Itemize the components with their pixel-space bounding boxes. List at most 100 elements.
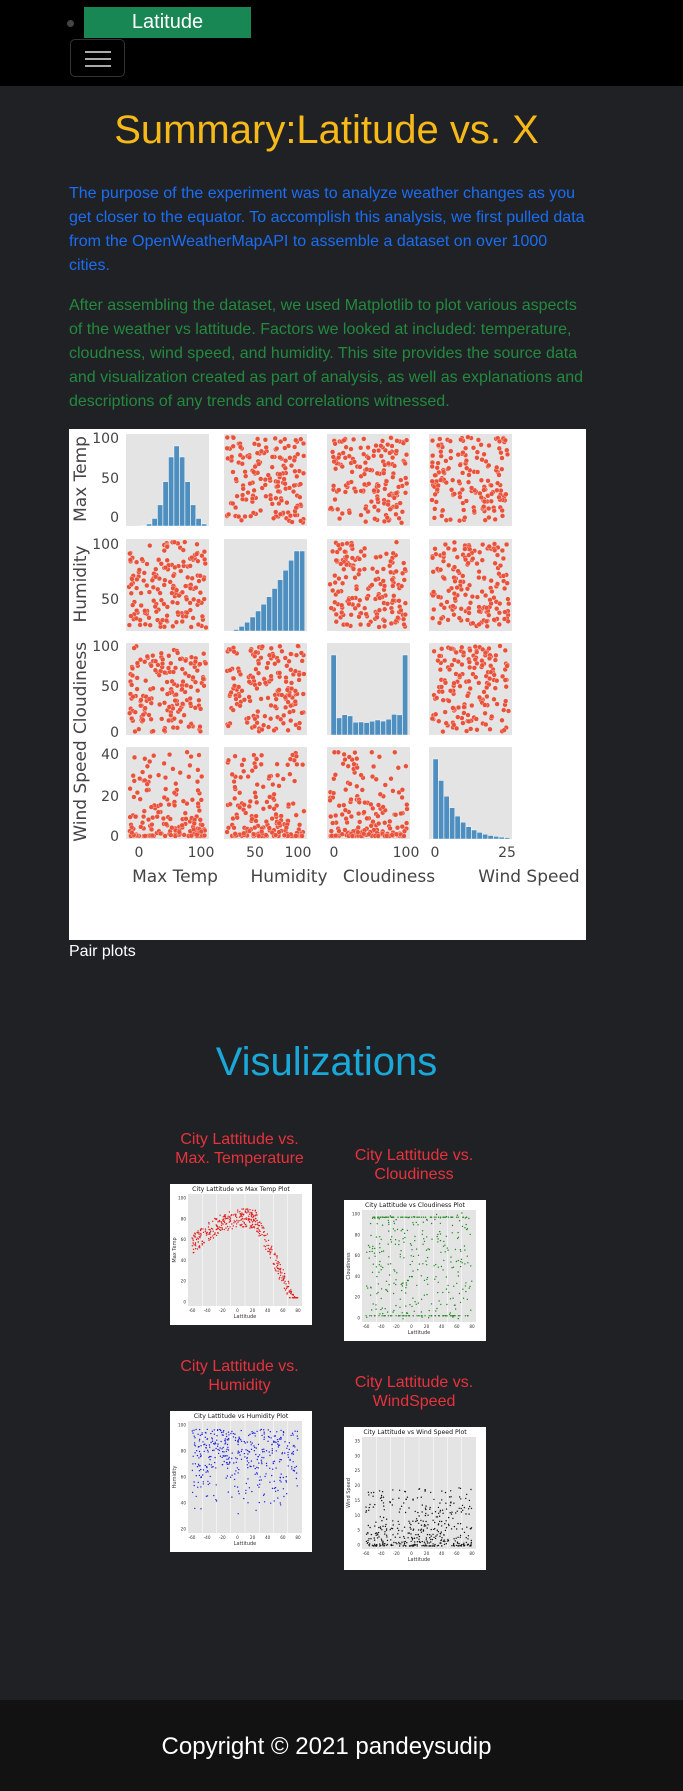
xtick-label: -20 [393, 1324, 400, 1329]
xtick-label: 40 [265, 1535, 271, 1540]
ylabel: Cloudiness [346, 1252, 352, 1280]
pair-ytick-label: 100 [92, 639, 119, 655]
histogram-bar [249, 616, 256, 632]
xtick-label: 0 [236, 1535, 239, 1540]
pair-ytick-label: 50 [101, 592, 119, 608]
histogram-bar [402, 654, 408, 736]
scatter-points [224, 434, 307, 526]
pair-ytick-label: 0 [110, 510, 119, 526]
brand-link[interactable]: Latitude [84, 7, 251, 38]
plot-heading-max-temp: City Lattitude vs. Max. Temperature [175, 1131, 304, 1167]
scatter-points [126, 539, 209, 631]
pair-xtick-label: 0 [431, 845, 440, 861]
scatter-points [191, 1208, 299, 1299]
histogram-bar [460, 822, 466, 840]
xtick-label: -40 [204, 1308, 211, 1313]
histogram-bar [391, 714, 397, 736]
histogram-bar [432, 758, 439, 840]
pair-plot-image: Max Temp Humidity Cloudiness Wind Speed 0 50 1… [69, 429, 586, 940]
ytick-label: 25 [355, 1468, 361, 1473]
xlabel: Lattitude [234, 1541, 257, 1547]
hamburger-icon [85, 65, 111, 67]
pair-xlabel: Max Temp [132, 867, 218, 887]
histogram-bar [293, 550, 300, 632]
histogram-bar [288, 560, 294, 632]
plot-title: City Lattitude vs Wind Speed Plot [363, 1429, 467, 1436]
scatter-points [127, 749, 208, 839]
ytick-label: 100 [178, 1423, 186, 1428]
xtick-label: 60 [280, 1535, 286, 1540]
pair-ylabel: Max Temp [71, 436, 91, 522]
histogram-bar [244, 621, 250, 632]
ytick-label: 20 [181, 1279, 187, 1284]
histogram-bar [179, 456, 185, 527]
histogram-bar [449, 807, 455, 840]
plot-title: City Lattitude vs Max Temp Plot [192, 1186, 290, 1193]
histogram-bar [352, 722, 359, 736]
xtick-label: 20 [424, 1324, 430, 1329]
histogram-bar [151, 518, 158, 527]
plot-heading-humidity: City Lattitude vs. Humidity [180, 1358, 299, 1394]
histogram-bar [504, 837, 510, 840]
xtick-label: 0 [410, 1551, 413, 1556]
pair-xtick-label: 100 [393, 845, 420, 861]
pair-xtick-label: 0 [135, 845, 144, 861]
visualizations-title: Visulizations [215, 1040, 438, 1084]
xtick-label: 20 [250, 1535, 256, 1540]
purpose-paragraph: The purpose of the experiment was to ana… [69, 185, 585, 274]
page-title: Summary:Latitude vs. X [114, 108, 539, 152]
ytick-label: 100 [178, 1196, 186, 1201]
navbar-toggler-button[interactable] [70, 39, 125, 77]
plot-heading-cloudiness: City Lattitude vs. Cloudiness [354, 1147, 474, 1183]
histogram-bar [190, 504, 196, 527]
scatter-points [429, 434, 511, 524]
ytick-label: 35 [355, 1439, 361, 1444]
pair-ytick-label: 0 [110, 725, 119, 741]
ytick-label: 15 [355, 1498, 361, 1503]
scatter-points [327, 539, 409, 630]
xtick-label: 80 [469, 1551, 475, 1556]
pair-xtick-label: 25 [498, 845, 516, 861]
ytick-label: 40 [355, 1274, 361, 1279]
ytick-label: 80 [181, 1449, 187, 1454]
xlabel: Lattitude [408, 1557, 431, 1563]
ytick-label: 60 [181, 1475, 187, 1480]
histogram-bar [271, 588, 278, 632]
histogram-bar [201, 523, 207, 527]
ylabel: Humidity [172, 1466, 178, 1489]
plot-title: City Lattitude vs Cloudiness Plot [365, 1202, 466, 1209]
pair-ytick-label: 50 [101, 679, 119, 695]
histogram-bar [255, 610, 261, 632]
pair-ytick-label: 50 [101, 471, 119, 487]
xtick-label: -40 [204, 1535, 211, 1540]
histogram-bar [438, 780, 444, 840]
histogram-bar [443, 796, 450, 840]
histogram-bar [374, 719, 381, 736]
xtick-label: -60 [363, 1324, 370, 1329]
scatter-points [191, 1428, 299, 1515]
histogram-bar [493, 836, 499, 840]
plot-heading-windspeed: City Lattitude vs. WindSpeed [354, 1374, 474, 1410]
histogram-bar [454, 815, 461, 840]
scatter-points [365, 1487, 473, 1547]
scatter-points [327, 749, 410, 839]
histogram-bar [238, 626, 245, 632]
scatter-points [429, 539, 512, 629]
histogram-bar [336, 717, 342, 736]
list-bullet [67, 20, 74, 27]
histogram-bar [487, 835, 494, 840]
ytick-label: 80 [355, 1232, 361, 1237]
ytick-label: 0 [357, 1316, 360, 1321]
histogram-bar [363, 722, 370, 736]
pair-ytick-label: 100 [92, 431, 119, 447]
pair-xlabel: Humidity [250, 867, 327, 887]
scatter-points [429, 643, 512, 735]
xtick-label: -60 [189, 1535, 196, 1540]
pair-xtick-label: 50 [246, 845, 264, 861]
ytick-label: 40 [181, 1501, 187, 1506]
ytick-label: 0 [183, 1300, 186, 1305]
histogram-bar [277, 579, 283, 632]
pair-ylabel: Humidity [71, 545, 91, 622]
xtick-label: 60 [454, 1324, 460, 1329]
histogram-bar [498, 836, 505, 840]
